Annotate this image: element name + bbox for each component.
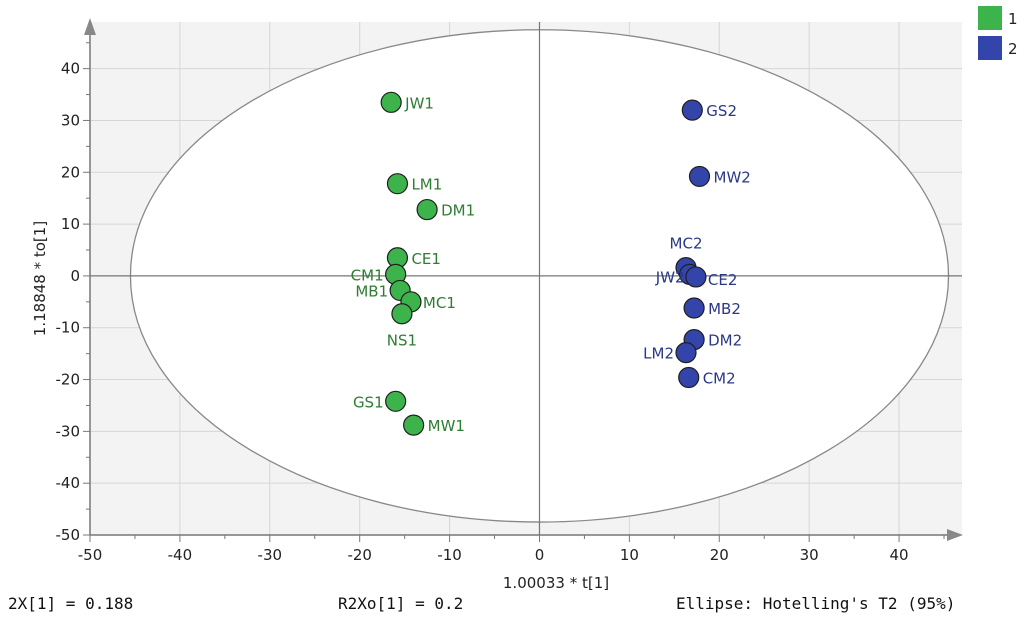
point-label-mw2: MW2 xyxy=(714,168,751,186)
x-tick-label: -50 xyxy=(78,546,103,564)
tick-labels: -50 -40 -30 -20 -10 0 10 20 30 40 -50 -40 -30 -20 -10 0… xyxy=(56,60,909,564)
point-ns1 xyxy=(391,303,413,325)
zero-lines xyxy=(90,22,962,535)
y-tick-label: -20 xyxy=(56,371,81,389)
x-tick-label: -10 xyxy=(437,546,462,564)
point-label-cm1: CM1 xyxy=(351,266,384,284)
y-tick-label: 10 xyxy=(61,215,80,233)
y-tick-label: -40 xyxy=(56,474,81,492)
point-lm2 xyxy=(675,342,697,364)
x-axis-arrow xyxy=(947,529,963,541)
y-tick-label: -10 xyxy=(56,319,81,337)
point-label-ce1: CE1 xyxy=(411,250,441,268)
x-tick-label: 10 xyxy=(620,546,639,564)
y-tick-label: -30 xyxy=(56,422,81,440)
point-dm1 xyxy=(416,198,438,221)
y-tick-label: -50 xyxy=(56,526,81,544)
point-gs1 xyxy=(385,390,407,412)
point-jw1 xyxy=(380,91,402,113)
y-tick-label: 20 xyxy=(61,163,80,181)
point-label-cm2: CM2 xyxy=(703,369,736,387)
legend: 12 xyxy=(978,6,1018,60)
legend-swatch-1 xyxy=(978,6,1002,30)
point-label-dm2: DM2 xyxy=(708,332,742,350)
point-label-dm1: DM1 xyxy=(441,202,475,220)
point-label-mb1: MB1 xyxy=(355,282,388,300)
point-label-gs1: GS1 xyxy=(353,393,384,411)
footer-ellipse-note: Ellipse: Hotelling's T2 (95%) xyxy=(676,594,956,613)
x-tick-label: 20 xyxy=(710,546,729,564)
point-label-mb2: MB2 xyxy=(708,300,741,318)
point-cm2 xyxy=(678,366,700,389)
y-tick-label: 0 xyxy=(70,267,80,285)
point-mw1 xyxy=(403,414,425,436)
point-gs2 xyxy=(681,99,703,121)
point-label-ns1: NS1 xyxy=(387,332,417,350)
y-axis-arrow xyxy=(84,18,96,35)
legend-label-1: 1 xyxy=(1008,10,1018,28)
y-tick-label: 40 xyxy=(61,60,80,78)
legend-swatch-2 xyxy=(978,36,1002,60)
footer-r2xo: R2Xo[1] = 0.2 xyxy=(338,594,464,613)
x-tick-label: 40 xyxy=(890,546,909,564)
y-tick-label: 30 xyxy=(61,111,80,129)
point-label-mc1: MC1 xyxy=(423,294,456,312)
x-tick-label: 0 xyxy=(535,546,545,564)
point-ce2 xyxy=(685,266,707,288)
point-label-gs2: GS2 xyxy=(706,102,737,120)
point-label-mw1: MW1 xyxy=(428,417,465,435)
legend-label-2: 2 xyxy=(1008,40,1018,58)
x-tick-label: -20 xyxy=(347,546,372,564)
point-mw2 xyxy=(688,165,711,188)
point-label-jw2: JW2 xyxy=(655,268,685,286)
point-lm1 xyxy=(386,173,409,195)
point-label-jw1: JW1 xyxy=(404,94,434,112)
point-label-ce2: CE2 xyxy=(708,271,738,289)
point-label-lm2: LM2 xyxy=(643,345,674,363)
x-tick-label: -40 xyxy=(168,546,193,564)
x-tick-label: 30 xyxy=(800,546,819,564)
point-mb2 xyxy=(683,297,705,319)
axes xyxy=(83,18,963,542)
footer-r2x: 2X[1] = 0.188 xyxy=(8,594,134,613)
y-axis-title: 1.18848 * to[1] xyxy=(31,221,49,336)
point-label-lm1: LM1 xyxy=(411,176,442,194)
score-plot: -50 -40 -30 -20 -10 0 10 20 30 40 -50 -40 -30 -20 -10 0… xyxy=(31,6,1018,592)
point-label-mc2: MC2 xyxy=(670,235,703,253)
x-tick-label: -30 xyxy=(258,546,283,564)
x-axis-title: 1.00033 * t[1] xyxy=(503,574,609,592)
